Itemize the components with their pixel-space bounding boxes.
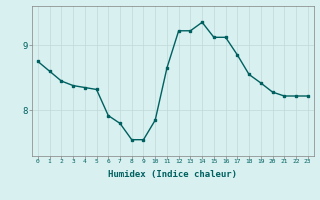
X-axis label: Humidex (Indice chaleur): Humidex (Indice chaleur) — [108, 170, 237, 179]
